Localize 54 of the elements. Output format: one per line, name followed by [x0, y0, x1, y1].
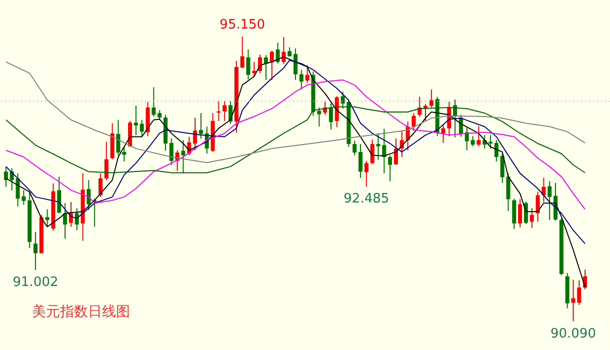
candlestick: [264, 54, 268, 80]
candlestick: [128, 120, 132, 148]
candlestick: [57, 176, 62, 214]
candlestick: [299, 69, 304, 90]
annotation: 90.090: [550, 326, 596, 342]
candlestick: [4, 166, 8, 188]
candlestick: [198, 112, 203, 139]
candlestick: [104, 141, 108, 181]
candlestick: [548, 180, 552, 221]
candlestick: [512, 198, 516, 230]
candlestick: [294, 48, 298, 80]
candlestick: [571, 279, 576, 322]
annotation: 95.150: [220, 18, 266, 33]
candlestick: [63, 202, 68, 240]
candlestick: [140, 119, 144, 137]
candlestick: [45, 208, 50, 228]
candlestick: [116, 119, 120, 156]
candlestick: [370, 139, 374, 165]
candlestick: [542, 177, 546, 203]
candlestick: [276, 42, 280, 64]
candlestick: [358, 144, 362, 178]
candlestick: [470, 136, 475, 147]
candlestick: [441, 124, 446, 144]
candlestick: [352, 140, 357, 156]
candlestick: [34, 231, 38, 270]
candlestick: [169, 138, 174, 166]
candlestick: [246, 49, 250, 80]
candlestick: [288, 46, 292, 57]
candlestick: [328, 103, 333, 130]
candlestick: [412, 112, 416, 132]
annotation: 92.485: [344, 192, 390, 207]
candlestick: [577, 280, 582, 306]
candlestick: [382, 128, 386, 174]
annotation: 91.002: [12, 274, 58, 290]
candlestick: [305, 64, 310, 84]
candlestick: [376, 132, 380, 160]
candlestick: [536, 191, 540, 222]
candlestick: [494, 140, 498, 162]
candlestick: [429, 88, 434, 108]
candlestick: [158, 110, 162, 120]
candlestick: [364, 160, 368, 188]
candlestick: [394, 138, 398, 166]
candlestick: [518, 198, 522, 228]
text: 美元指数日线图: [32, 304, 130, 320]
candlestick: [134, 105, 138, 136]
candlestick: [86, 180, 91, 210]
candlestick: [222, 100, 227, 122]
candlestick: [476, 126, 481, 147]
candlestick: [193, 117, 198, 151]
candlestick: [388, 154, 392, 182]
candlestick: [152, 86, 156, 117]
candlestick: [181, 140, 186, 174]
candlestick: [530, 208, 534, 228]
candlestick: [240, 36, 244, 69]
